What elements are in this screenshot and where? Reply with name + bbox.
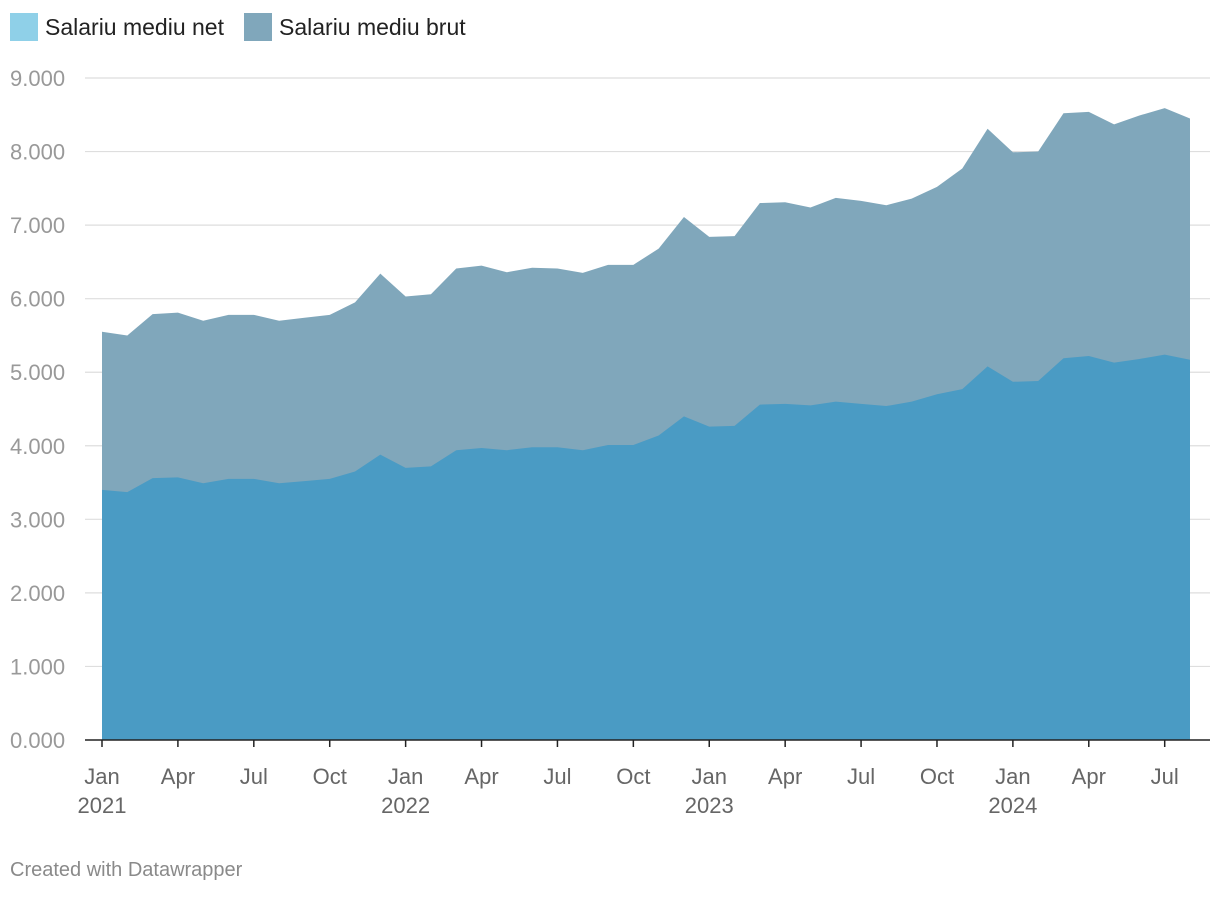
- y-tick-label: 2.000: [10, 581, 65, 606]
- y-tick-label: 0.000: [10, 728, 65, 753]
- y-tick-label: 9.000: [10, 66, 65, 91]
- x-tick-year-label: 2024: [988, 793, 1037, 818]
- x-tick-label: Jan: [388, 764, 423, 789]
- legend-item-brut[interactable]: Salariu mediu brut: [244, 13, 466, 41]
- y-tick-label: 6.000: [10, 287, 65, 312]
- x-tick-label: Oct: [313, 764, 347, 789]
- x-tick-label: Apr: [1072, 764, 1106, 789]
- x-tick-label: Oct: [920, 764, 954, 789]
- x-tick-label: Jul: [1151, 764, 1179, 789]
- x-tick-label: Jul: [847, 764, 875, 789]
- x-axis: [85, 739, 1210, 747]
- y-tick-label: 3.000: [10, 507, 65, 532]
- legend-swatch-brut: [244, 13, 272, 41]
- salary-area-chart: 0.000 1.000 2.000 3.000 4.000 5.000 6.000 7.000…: [10, 66, 1210, 818]
- y-tick-label: 5.000: [10, 360, 65, 385]
- x-tick-label: Jul: [240, 764, 268, 789]
- area-series: [102, 108, 1190, 740]
- legend-label-net: Salariu mediu net: [45, 13, 224, 40]
- footer-credit: Created with Datawrapper: [10, 859, 243, 881]
- y-tick-label: 7.000: [10, 213, 65, 238]
- x-tick-year-label: 2023: [685, 793, 734, 818]
- x-tick-label: Apr: [464, 764, 498, 789]
- y-tick-label: 4.000: [10, 434, 65, 459]
- x-tick-label: Jan: [84, 764, 119, 789]
- y-tick-label: 8.000: [10, 140, 65, 165]
- x-tick-labels: Jan 2021 Apr Jul Oct Jan 2022 Apr Jul Oct Jan 2023 A…: [78, 764, 1179, 818]
- x-tick-label: Oct: [616, 764, 650, 789]
- y-tick-label: 1.000: [10, 654, 65, 679]
- x-tick-label: Jan: [692, 764, 727, 789]
- legend: Salariu mediu net Salariu mediu brut: [10, 11, 486, 43]
- legend-swatch-net: [10, 13, 38, 41]
- y-tick-labels: 0.000 1.000 2.000 3.000 4.000 5.000 6.000 7.000…: [10, 66, 65, 753]
- x-tick-label: Jan: [995, 764, 1030, 789]
- legend-item-net[interactable]: Salariu mediu net: [10, 13, 224, 41]
- x-tick-label: Jul: [543, 764, 571, 789]
- x-tick-year-label: 2022: [381, 793, 430, 818]
- x-tick-year-label: 2021: [78, 793, 127, 818]
- legend-label-brut: Salariu mediu brut: [279, 13, 466, 40]
- x-tick-label: Apr: [161, 764, 195, 789]
- area-salariu-mediu-net: [102, 354, 1190, 740]
- x-tick-label: Apr: [768, 764, 802, 789]
